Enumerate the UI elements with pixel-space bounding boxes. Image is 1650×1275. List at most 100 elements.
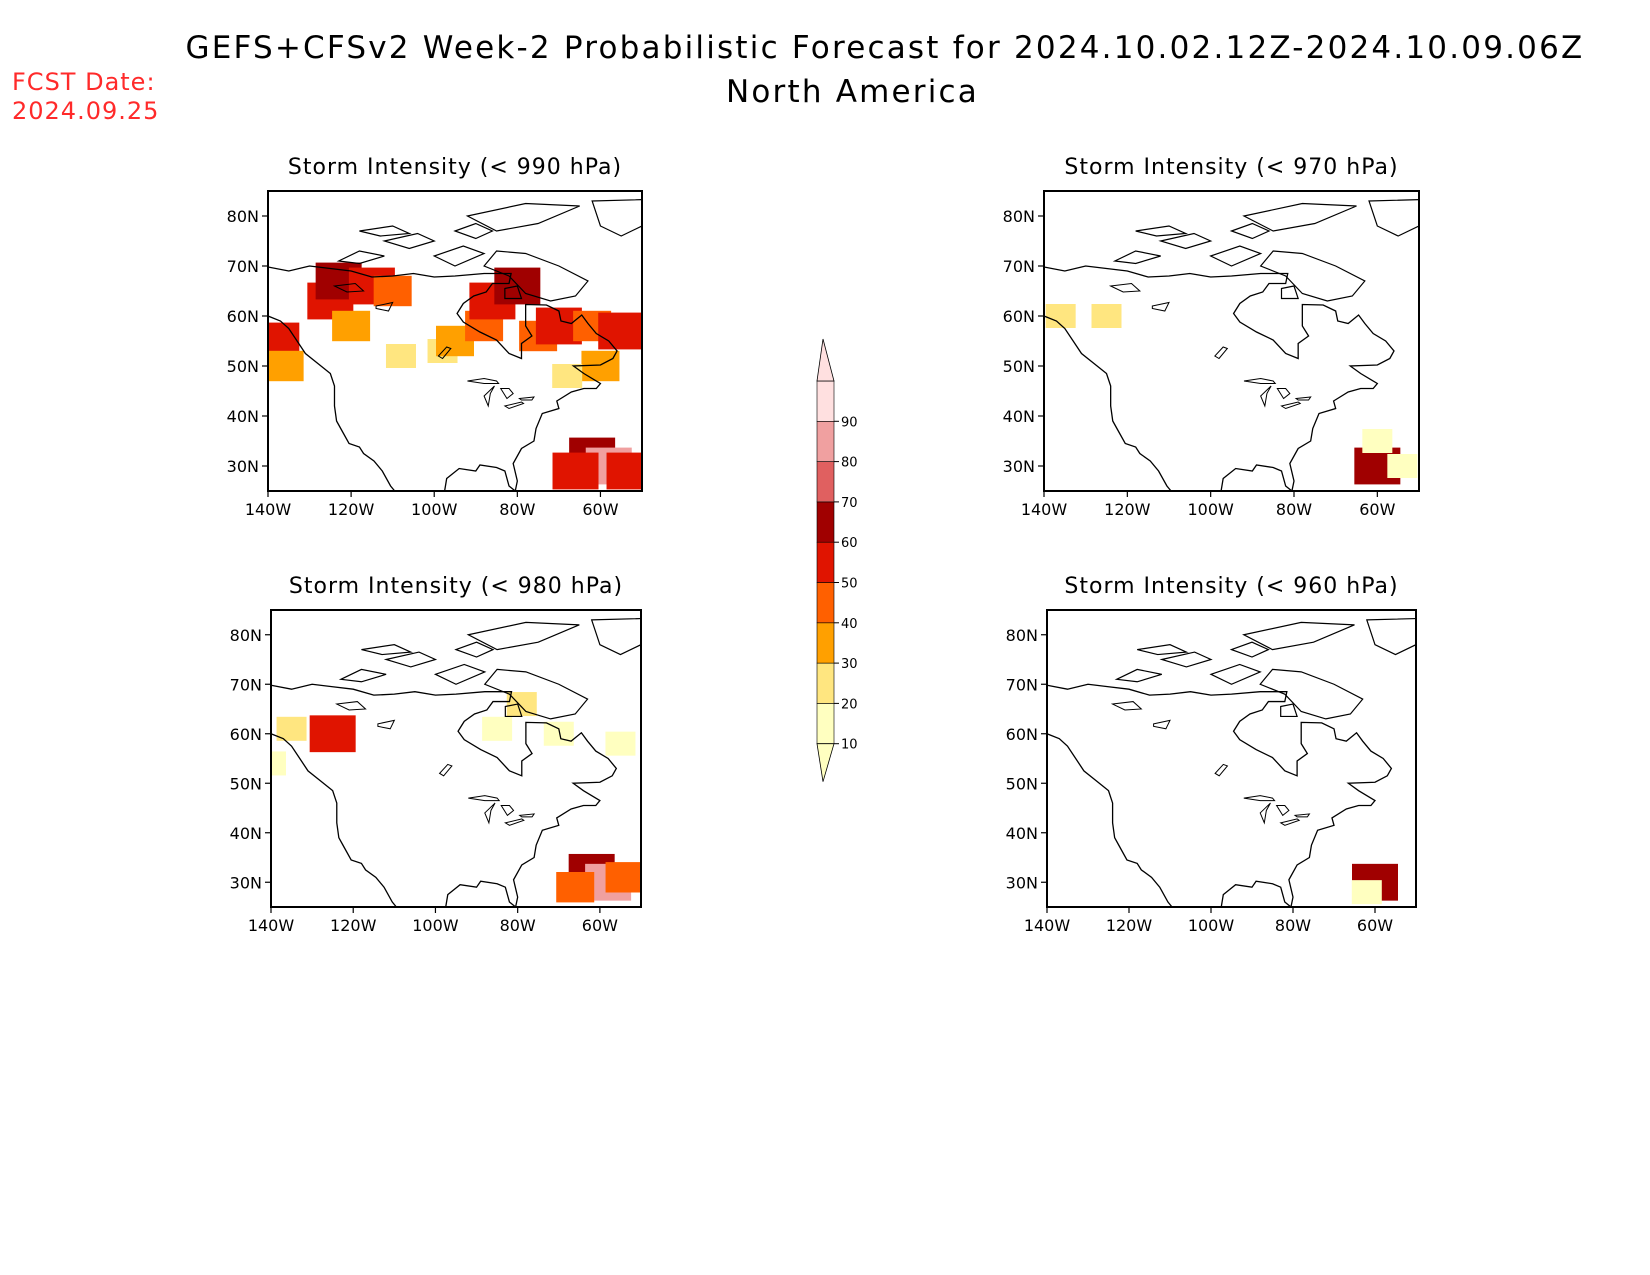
colorbar-swatch	[816, 380, 835, 422]
lake-outline	[484, 802, 496, 825]
lake-outline	[499, 388, 514, 400]
lake-outline	[1153, 719, 1171, 730]
island-outline	[1112, 250, 1161, 265]
lat-tick-label: 30N	[1003, 457, 1035, 476]
lat-tick-label: 40N	[227, 407, 259, 426]
lon-tick-label: 80W	[1275, 916, 1311, 935]
lake-outline	[437, 346, 452, 360]
lat-tick-label: 50N	[227, 357, 259, 376]
fcst-date-value: 2024.09.25	[12, 97, 160, 125]
lon-tick-label: 120W	[1106, 916, 1153, 935]
lake-outline	[1260, 385, 1272, 408]
lat-tick-label: 80N	[1003, 207, 1035, 226]
lake-outline	[438, 763, 453, 777]
lon-tick-label: 100W	[412, 916, 459, 935]
lake-outline	[332, 282, 365, 293]
map-panel-1: Storm Intensity (< 990 hPa) 80N 70N 60N 50N 4…	[227, 155, 643, 519]
lat-tick-label: 80N	[1006, 626, 1038, 645]
lat-tick-label: 30N	[1006, 873, 1038, 892]
probability-cell	[606, 452, 642, 490]
lon-tick-label: 120W	[330, 916, 377, 935]
lake-outline	[377, 719, 396, 730]
island-outline	[1114, 668, 1162, 683]
lake-outline	[1243, 795, 1276, 802]
lat-tick-label: 30N	[227, 457, 259, 476]
probability-cell	[556, 872, 595, 903]
lat-tick-label: 50N	[1006, 774, 1038, 793]
colorbar-tick-label: 40	[841, 617, 858, 632]
map-frame	[270, 609, 642, 908]
lake-outline	[1276, 388, 1291, 400]
island-outline	[1242, 202, 1357, 232]
colorbar-swatch	[816, 662, 835, 704]
colorbar-tick-label: 60	[841, 536, 858, 551]
coastline	[1047, 683, 1393, 907]
island-outline	[1280, 285, 1299, 300]
lake-outline	[375, 301, 394, 312]
island-outline	[483, 668, 589, 720]
colorbar-swatch	[816, 461, 835, 503]
coastline	[271, 683, 618, 907]
lake-outline	[468, 795, 501, 802]
panel-title: Storm Intensity (< 990 hPa)	[288, 155, 622, 180]
map-frame	[1046, 609, 1417, 908]
colorbar-tick-label: 20	[841, 697, 858, 712]
island-outline	[1259, 250, 1366, 302]
island-outline	[361, 644, 414, 656]
colorbar-tick-label: 90	[841, 415, 858, 430]
lon-tick-label: 60W	[582, 916, 618, 935]
lake-outline	[504, 818, 525, 826]
island-outline	[433, 663, 487, 685]
lat-tick-label: 60N	[230, 725, 262, 744]
lake-outline	[1214, 763, 1229, 777]
island-outline	[1209, 245, 1263, 267]
lake-outline	[1151, 301, 1170, 312]
probability-cell	[482, 716, 513, 741]
lake-outline	[467, 377, 500, 384]
lon-tick-label: 60W	[582, 500, 618, 519]
island-outline	[1229, 222, 1271, 240]
lon-tick-label: 140W	[1021, 500, 1068, 519]
probability-cell	[1387, 454, 1418, 478]
probability-cell	[543, 721, 574, 746]
lake-outline	[1214, 346, 1229, 360]
main-title: GEFS+CFSv2 Week-2 Probabilistic Forecast…	[185, 30, 1585, 66]
region-subtitle: North America	[725, 74, 980, 110]
lake-outline	[518, 396, 535, 401]
panel-title: Storm Intensity (< 960 hPa)	[1064, 574, 1398, 599]
panel-title: Storm Intensity (< 980 hPa)	[289, 574, 623, 599]
colorbar-swatch	[816, 541, 835, 583]
island-outline	[1159, 651, 1213, 668]
colorbar-tick-label: 10	[841, 738, 858, 753]
probability-cell	[605, 731, 636, 756]
lon-tick-label: 140W	[1024, 916, 1071, 935]
colorbar-swatch	[816, 501, 835, 543]
fcst-date-label: FCST Date:	[12, 68, 156, 96]
lake-outline	[500, 805, 515, 817]
probability-cell	[598, 312, 642, 350]
lon-tick-label: 80W	[1276, 500, 1312, 519]
probability-cell	[373, 275, 412, 307]
probability-cell	[1362, 429, 1393, 453]
island-outline	[1368, 199, 1419, 237]
lat-tick-label: 40N	[1003, 407, 1035, 426]
colorbar-swatch	[816, 703, 835, 745]
lat-tick-label: 70N	[1003, 257, 1035, 276]
map-panel-3: Storm Intensity (< 980 hPa) 80N 70N 60N 50N 4…	[230, 574, 642, 935]
colorbar: 10 20 30 40 50 60 70 80 90	[816, 338, 858, 782]
island-outline	[1158, 232, 1213, 250]
lon-tick-label: 100W	[1187, 500, 1234, 519]
map-panel-2: Storm Intensity (< 970 hPa) 80N 70N 60N 50N 4…	[1003, 155, 1420, 519]
island-outline	[466, 621, 580, 651]
lat-tick-label: 40N	[1006, 824, 1038, 843]
lon-tick-label: 140W	[245, 500, 292, 519]
lon-tick-label: 120W	[328, 500, 375, 519]
lon-tick-label: 80W	[499, 500, 535, 519]
lake-outline	[1294, 396, 1312, 401]
island-outline	[1209, 663, 1262, 685]
lat-tick-label: 60N	[1003, 307, 1035, 326]
island-outline	[483, 250, 589, 302]
lon-tick-label: 60W	[1357, 916, 1393, 935]
lat-tick-label: 50N	[1003, 357, 1035, 376]
